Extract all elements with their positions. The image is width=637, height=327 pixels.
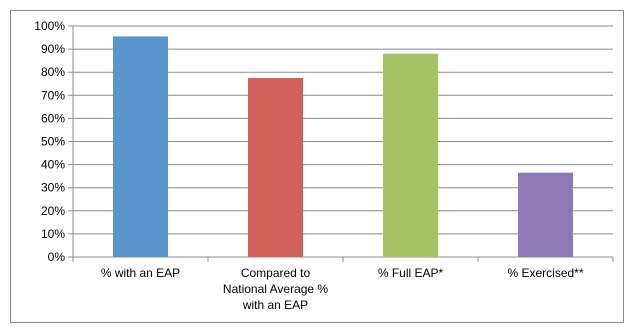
y-tick-label: 50% — [41, 135, 65, 149]
y-tick-label: 70% — [41, 88, 65, 102]
y-tick-label: 0% — [48, 250, 66, 264]
bar — [518, 172, 573, 257]
chart-frame: 0% 10% 20% 30% 40% 50% 60% 70% 80% 90% 100% % with … — [10, 10, 624, 323]
x-tick-label: with an EAP — [242, 298, 308, 312]
y-tick-label: 60% — [41, 111, 65, 125]
x-tick-label: Compared to — [241, 266, 311, 280]
y-tick-label: 80% — [41, 65, 65, 79]
bar — [383, 53, 438, 257]
y-tick-label: 30% — [41, 181, 65, 195]
y-tick-label: 10% — [41, 227, 65, 241]
x-tick-label: % Full EAP* — [378, 266, 444, 280]
x-tick-label: % with an EAP — [101, 266, 180, 280]
x-tick-label: National Average % — [223, 282, 329, 296]
bar — [113, 36, 168, 257]
y-tick-label: 100% — [34, 19, 65, 33]
y-tick-label: 20% — [41, 204, 65, 218]
bar — [248, 77, 303, 257]
x-tick-label: % Exercised** — [507, 266, 583, 280]
y-tick-label: 40% — [41, 158, 65, 172]
y-tick-label: 90% — [41, 42, 65, 56]
bar-chart: 0% 10% 20% 30% 40% 50% 60% 70% 80% 90% 100% % with … — [34, 19, 614, 312]
